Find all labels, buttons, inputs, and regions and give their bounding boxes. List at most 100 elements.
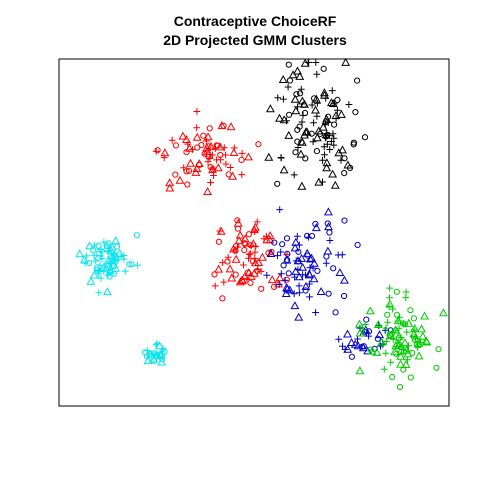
data-point	[298, 139, 305, 146]
data-point	[335, 268, 345, 276]
data-point	[93, 266, 101, 273]
data-point	[341, 57, 351, 66]
data-point	[85, 241, 95, 250]
data-point	[204, 158, 212, 166]
data-point	[311, 105, 320, 114]
data-point	[255, 141, 262, 148]
data-point	[203, 132, 213, 141]
data-point	[318, 122, 328, 131]
data-point	[217, 121, 227, 130]
data-point	[206, 141, 216, 150]
data-point	[207, 179, 214, 186]
data-point	[382, 324, 390, 332]
data-point	[277, 270, 285, 278]
points-layer	[75, 57, 448, 391]
data-point	[384, 318, 392, 326]
data-point	[267, 275, 277, 284]
data-point	[227, 273, 237, 282]
plot-frame	[58, 58, 450, 407]
data-point	[316, 286, 326, 295]
data-point	[79, 255, 89, 264]
data-point	[86, 276, 96, 285]
data-point	[382, 338, 390, 345]
data-point	[306, 293, 313, 301]
data-point	[238, 150, 246, 157]
data-point	[297, 253, 307, 262]
data-point	[302, 248, 312, 257]
data-point	[277, 248, 285, 256]
data-point	[322, 163, 332, 172]
data-point	[343, 329, 352, 338]
data-point	[280, 95, 287, 103]
data-point	[359, 326, 367, 334]
data-point	[433, 364, 440, 371]
data-point	[401, 321, 408, 328]
data-point	[294, 126, 301, 133]
data-point	[326, 237, 334, 244]
data-point	[313, 112, 321, 120]
data-point	[396, 384, 404, 391]
data-point	[393, 288, 400, 295]
data-point	[264, 152, 274, 161]
data-point	[280, 262, 287, 269]
data-point	[266, 248, 276, 257]
data-point	[410, 315, 417, 322]
data-point	[153, 340, 161, 348]
data-point	[210, 172, 217, 179]
data-point	[330, 180, 340, 189]
data-point	[219, 295, 226, 302]
data-point	[290, 301, 300, 310]
data-point	[355, 328, 365, 337]
data-point	[213, 142, 220, 149]
data-point	[305, 233, 312, 241]
data-point	[98, 255, 106, 263]
data-point	[375, 322, 383, 330]
data-point	[206, 125, 213, 132]
data-point	[297, 90, 304, 97]
data-point	[402, 345, 409, 352]
data-point	[294, 272, 304, 281]
data-point	[247, 279, 254, 286]
data-point	[334, 96, 341, 104]
data-point	[240, 271, 250, 280]
data-point	[283, 117, 290, 125]
data-point	[420, 311, 430, 320]
data-point	[284, 83, 292, 91]
data-point	[257, 252, 267, 261]
data-point	[279, 241, 286, 248]
data-point	[154, 147, 161, 154]
data-point	[185, 167, 193, 174]
data-point	[385, 302, 393, 310]
data-point	[414, 344, 422, 351]
data-point	[159, 356, 166, 363]
data-point	[330, 134, 338, 142]
data-point	[354, 335, 361, 343]
data-point	[307, 253, 317, 262]
data-point	[294, 266, 302, 273]
data-point	[365, 328, 373, 335]
data-point	[220, 278, 228, 286]
data-point	[133, 232, 140, 239]
data-point	[250, 258, 260, 267]
data-point	[145, 350, 153, 358]
data-point	[184, 181, 191, 188]
data-point	[341, 346, 349, 353]
data-point	[355, 366, 365, 375]
data-point	[211, 271, 218, 278]
data-point	[337, 156, 345, 164]
data-point	[241, 247, 248, 254]
data-point	[409, 328, 419, 337]
data-point	[286, 111, 293, 118]
data-point	[293, 66, 302, 75]
data-point	[106, 273, 113, 280]
data-point	[374, 335, 381, 342]
data-point	[341, 217, 348, 224]
data-point	[354, 319, 364, 328]
data-point	[275, 281, 283, 288]
data-point	[205, 151, 212, 158]
data-point	[246, 271, 256, 280]
data-point	[192, 163, 202, 172]
data-point	[354, 241, 361, 248]
data-point	[186, 158, 195, 167]
data-point	[323, 133, 330, 140]
